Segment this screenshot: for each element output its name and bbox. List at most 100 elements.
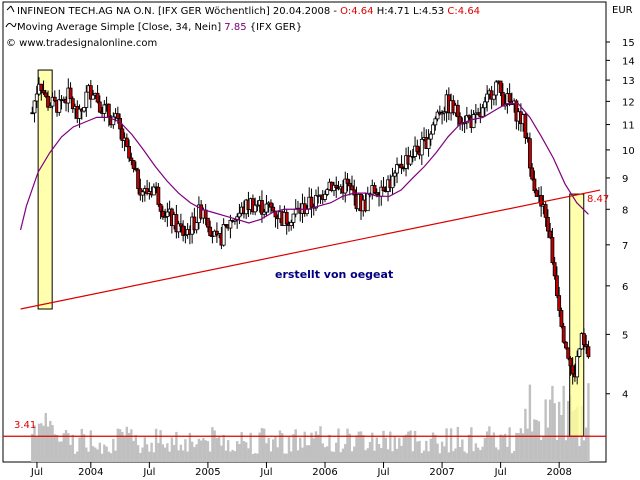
volume-bar <box>123 436 126 462</box>
volume-bar <box>292 434 295 462</box>
candle-body <box>68 87 73 100</box>
volume-bar <box>233 451 237 462</box>
volume-bar <box>114 450 117 462</box>
volume-bar <box>204 440 207 462</box>
volume-bar <box>467 434 471 462</box>
volume-bar <box>179 444 183 462</box>
volume-bar <box>364 450 367 462</box>
volume-bar <box>548 399 552 462</box>
volume-bar <box>269 451 273 462</box>
volume-bar <box>508 427 511 462</box>
volume-bar <box>490 435 493 462</box>
volume-bar <box>150 442 153 462</box>
volume-bar <box>400 445 403 462</box>
volume-bar <box>386 449 390 462</box>
volume-bar <box>368 441 372 462</box>
indicator-lines <box>3 103 606 437</box>
volume-bar <box>274 436 277 462</box>
ma-legend-label: Moving Average Simple [Close, 34, Nein] <box>17 22 221 33</box>
level-label-upper: 8.47 <box>587 194 609 205</box>
candle-body <box>158 204 163 212</box>
volume-bar <box>353 446 356 462</box>
volume-bar <box>109 453 113 462</box>
candle-body <box>582 333 586 346</box>
candle-body <box>88 85 93 100</box>
candle-body <box>350 185 354 191</box>
volume-bar <box>294 429 297 462</box>
volume-bar <box>58 441 61 462</box>
volume-bar <box>112 438 115 462</box>
volume-bar <box>391 451 394 462</box>
volume-bar <box>105 446 108 462</box>
ma-legend-value: 7.85 <box>224 22 246 33</box>
volume-bar <box>260 427 264 462</box>
volume-bar <box>528 384 532 462</box>
volume-bar <box>339 452 342 462</box>
candle-body <box>129 157 134 161</box>
volume-bar <box>181 450 185 462</box>
volume-bar <box>253 453 257 462</box>
volume-bar <box>380 447 383 462</box>
volume-bar <box>357 431 360 462</box>
y-tick-label: 9 <box>622 174 628 185</box>
candle-body <box>165 211 170 217</box>
candle-body <box>559 310 564 327</box>
x-tick-label: 2004 <box>78 467 103 478</box>
volume-bar <box>443 446 446 462</box>
volume-bar <box>346 428 349 462</box>
candle-body <box>183 234 188 237</box>
candle-body <box>561 326 566 343</box>
legend-line-2: Moving Average Simple [Close, 34, Nein] … <box>17 22 302 33</box>
volume-bar <box>476 447 480 462</box>
candle-body <box>140 191 145 196</box>
candle-body <box>82 107 86 112</box>
candle-body <box>136 169 141 190</box>
volume-bar <box>87 451 90 462</box>
candle-body <box>34 93 39 102</box>
volume-bar <box>71 434 75 462</box>
volume-bar <box>186 451 189 462</box>
volume-bar <box>98 442 102 462</box>
volume-bar <box>319 426 322 462</box>
volume-bar <box>220 445 223 462</box>
volume-bar <box>438 453 442 462</box>
volume-bar <box>296 450 300 462</box>
y-tick-label: 14 <box>622 56 635 67</box>
volume-bar <box>299 437 302 462</box>
volume-bar <box>136 445 140 462</box>
volume-bar <box>555 439 559 462</box>
volume-bar <box>195 444 198 462</box>
volume-bar <box>517 433 520 462</box>
volume-bar <box>49 420 52 462</box>
candle-body <box>323 193 327 200</box>
volume-bar <box>78 437 81 462</box>
candle-body <box>345 178 350 184</box>
candle-body <box>178 223 183 227</box>
candle-body <box>289 222 294 226</box>
volume-bar <box>134 435 138 462</box>
volume-bar <box>382 430 385 462</box>
volume-bar <box>96 449 99 462</box>
y-tick-label: 13 <box>622 76 635 87</box>
volume-bar <box>303 431 306 462</box>
volume-bar <box>40 423 43 462</box>
volume-bar <box>287 436 291 462</box>
candle-body <box>555 275 559 296</box>
ma-legend-icon <box>5 22 17 28</box>
candle-body <box>70 98 75 110</box>
volume-bar <box>80 428 84 462</box>
volume-bar <box>393 436 396 462</box>
volume-bar <box>434 435 437 462</box>
volume-bar <box>265 443 268 462</box>
candle-body <box>194 222 199 231</box>
candle-body <box>381 186 386 192</box>
volume-bar <box>431 432 435 462</box>
candle-body <box>568 357 573 367</box>
volume-bar <box>55 434 59 462</box>
volume-bar <box>350 451 354 462</box>
candle-body <box>410 156 415 158</box>
candle-body <box>534 190 539 197</box>
volume-bar <box>373 450 376 462</box>
volume-bar <box>37 423 41 462</box>
volume-bar <box>44 413 47 462</box>
